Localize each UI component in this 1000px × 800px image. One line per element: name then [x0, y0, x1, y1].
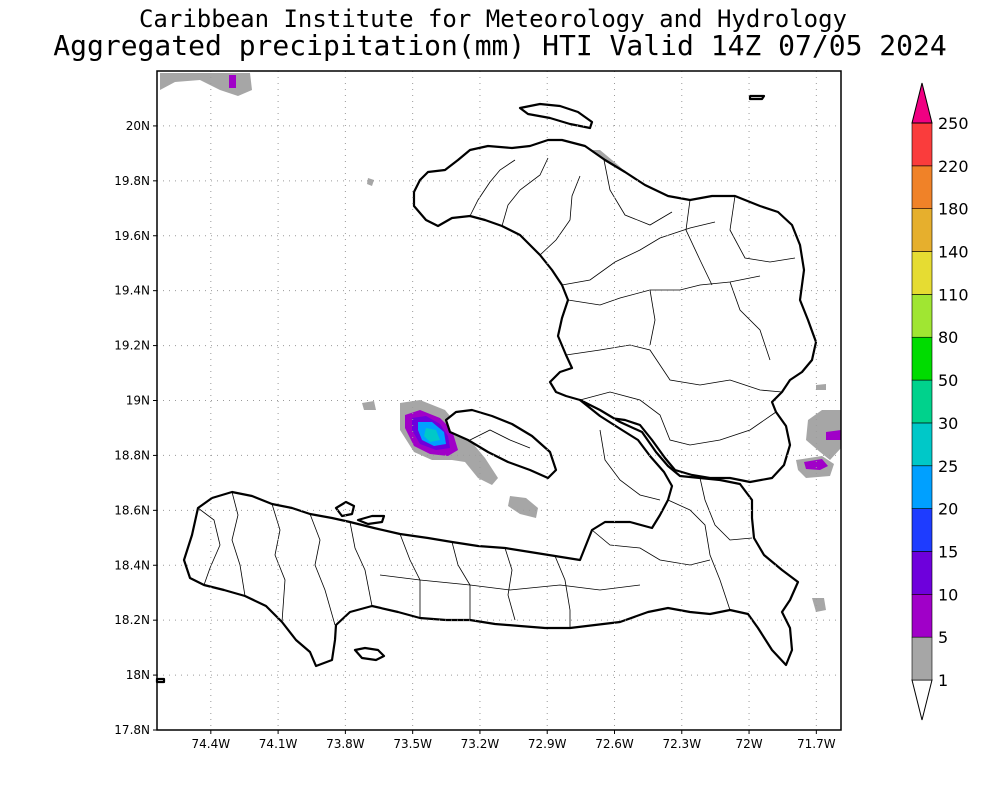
colorbar-segment [911, 465, 933, 509]
colorbar-level-label: 25 [938, 457, 958, 476]
precip-area-5mm [229, 75, 236, 88]
lat-tick-label: 18.2N [114, 613, 150, 627]
colorbar-level-label: 110 [938, 285, 969, 304]
graticule [157, 71, 841, 730]
map-subtitle: Aggregated precipitation(mm) HTI Valid 1… [53, 29, 946, 62]
lon-tick-label: 72W [735, 737, 762, 751]
colorbar-segment [911, 636, 933, 681]
colorbar-level-label: 30 [938, 414, 958, 433]
colorbar-level-label: 20 [938, 500, 958, 519]
colorbar-segment [911, 422, 933, 467]
lon-tick-label: 72.3W [662, 737, 701, 751]
lon-tick-label: 73.5W [393, 737, 432, 751]
colorbar-segment [911, 336, 933, 381]
lat-tick-label: 18N [126, 668, 150, 682]
ile-de-la-gonave [444, 408, 558, 480]
lat-tick-label: 19.6N [114, 229, 150, 243]
latitude-axis: 20N 19.8N 19.6N 19.4N 19.2N 19N 18.8N 18.6N 18.4… [114, 119, 157, 737]
lon-tick-label: 73.8W [326, 737, 365, 751]
map-panel [155, 70, 842, 731]
lat-tick-label: 20N [126, 119, 150, 133]
northern-peninsula-and-mainland [412, 138, 818, 484]
colorbar-segment [911, 294, 933, 338]
lon-tick-label: 73.2W [461, 737, 500, 751]
lat-tick-label: 17.8N [114, 723, 150, 737]
colorbar-level-label: 15 [938, 542, 958, 561]
colorbar-level-label: 50 [938, 371, 958, 390]
colorbar-segment [911, 551, 933, 595]
colorbar-segment [911, 379, 933, 424]
map-title: Caribbean Institute for Meteorology and … [139, 5, 847, 33]
admin-boundaries [197, 157, 796, 628]
navassa-fragment [155, 677, 166, 684]
cayemites-islet [748, 94, 766, 101]
colorbar-level-label: 10 [938, 585, 958, 604]
colorbar-level-label: 80 [938, 328, 958, 347]
haiti-coastline [155, 94, 818, 684]
lon-tick-label: 72.6W [595, 737, 634, 751]
lat-tick-label: 19.2N [114, 339, 150, 353]
lat-tick-label: 18.4N [114, 558, 150, 572]
colorbar-segment [911, 165, 933, 209]
colorbar-level-label: 5 [938, 628, 948, 647]
colorbar-level-label: 140 [938, 243, 969, 262]
precip-area-1mm [806, 410, 841, 460]
colorbar-level-label: 180 [938, 200, 969, 219]
colorbar-segment [911, 508, 933, 552]
longitude-axis: 74.4W 74.1W 73.8W 73.5W 73.2W 72.9W 72.6W 72.3W… [192, 730, 836, 751]
colorbar-over-triangle [911, 82, 933, 124]
ile-de-la-tortue [518, 102, 594, 130]
colorbar-segment [911, 122, 933, 167]
precip-area-5mm [804, 459, 828, 470]
colorbar-level-label: 220 [938, 157, 969, 176]
colorbar-level-label: 250 [938, 114, 969, 133]
colorbar-under-triangle [911, 679, 933, 721]
cayemites-islet [356, 514, 386, 526]
precip-area-1mm [816, 384, 826, 390]
colorbar-segment [911, 208, 933, 252]
lat-tick-label: 19.8N [114, 174, 150, 188]
precip-area-1mm [362, 401, 376, 410]
lon-tick-label: 71.7W [797, 737, 836, 751]
lon-tick-label: 74.1W [259, 737, 298, 751]
colorbar-segment [911, 594, 933, 638]
precip-area-5mm [826, 430, 841, 440]
ile-a-vache [353, 646, 386, 662]
southern-mainland-east [182, 398, 800, 668]
precip-area-1mm [367, 178, 374, 186]
lat-tick-label: 19N [126, 394, 150, 408]
colorbar-level-label: 1 [938, 671, 948, 690]
colorbar-segment [911, 251, 933, 295]
lat-tick-label: 18.6N [114, 503, 150, 517]
lat-tick-label: 18.8N [114, 448, 150, 462]
lon-tick-label: 72.9W [528, 737, 567, 751]
precip-area-1mm [812, 598, 826, 612]
precip-area-1mm [508, 496, 538, 518]
lon-tick-label: 74.4W [192, 737, 231, 751]
precip-area-25mm [424, 428, 440, 442]
lat-tick-label: 19.4N [114, 284, 150, 298]
